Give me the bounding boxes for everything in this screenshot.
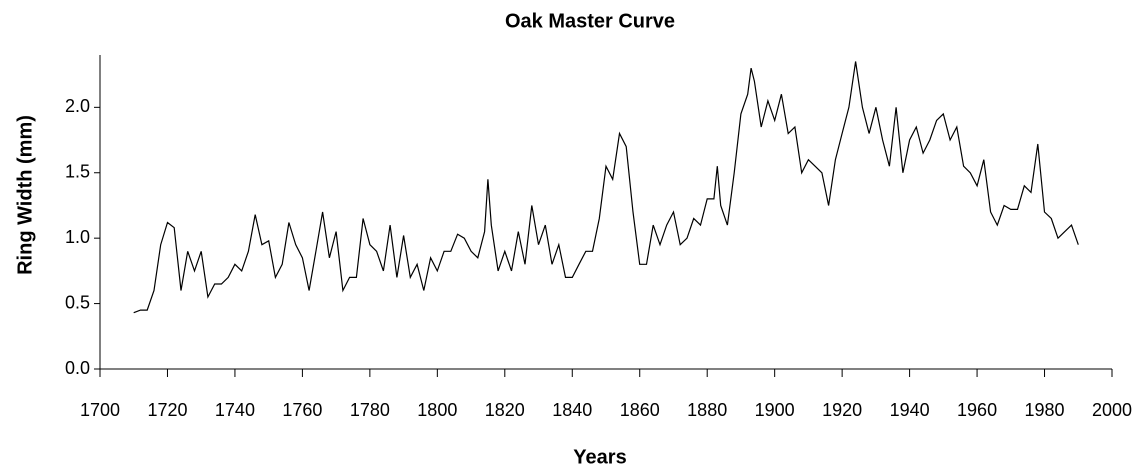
x-tick-label: 1960 [957,400,997,420]
x-tick-label: 1740 [215,400,255,420]
x-tick-label: 1920 [822,400,862,420]
x-axis-label: Years [573,446,626,468]
x-tick-label: 1880 [687,400,727,420]
data-line [133,61,1079,314]
x-tick-label: 1840 [552,400,592,420]
x-tick-label: 2000 [1092,400,1132,420]
x-tick-label: 1980 [1025,400,1065,420]
y-tick-label: 0.5 [65,292,90,312]
x-tick-label: 1820 [485,400,525,420]
x-tick-label: 1860 [620,400,660,420]
y-axis-label: Ring Width (mm) [14,115,36,275]
chart-title: Oak Master Curve [505,10,675,32]
x-tick-label: 1900 [755,400,795,420]
y-tick-label: 1.0 [65,227,90,247]
y-tick-label: 0.0 [65,358,90,378]
x-tick-label: 1760 [282,400,322,420]
y-tick-label: 1.5 [65,162,90,182]
x-tick-label: 1800 [417,400,457,420]
x-tick-label: 1780 [350,400,390,420]
x-tick-label: 1720 [147,400,187,420]
x-tick-label: 1700 [80,400,120,420]
y-tick-label: 2.0 [65,96,90,116]
x-tick-label: 1940 [890,400,930,420]
